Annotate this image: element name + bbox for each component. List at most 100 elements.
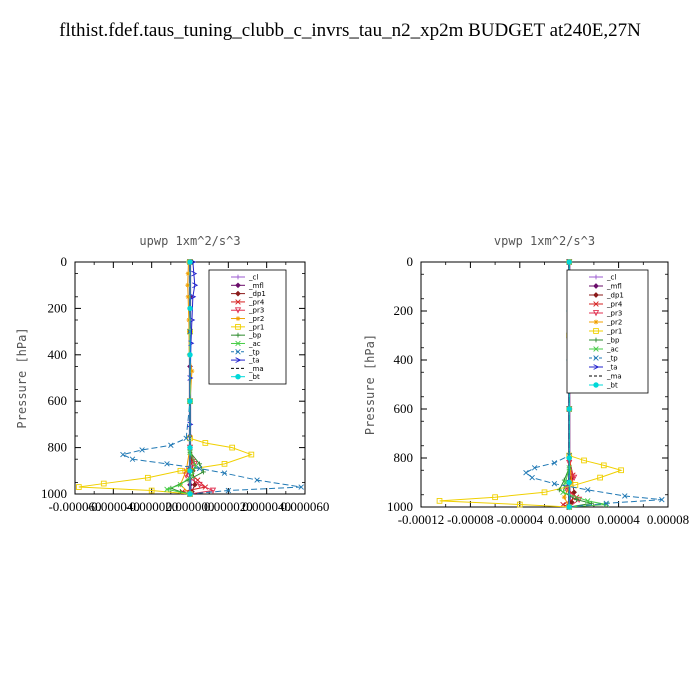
- legend-label_dp1: _dp1: [248, 290, 266, 298]
- legend-label_pr2: _pr2: [606, 319, 622, 327]
- legend-label_ma: _ma: [248, 365, 264, 373]
- legend-label_ta: _ta: [248, 357, 260, 365]
- series-point_tp: [551, 460, 558, 466]
- series-point_pr1: [492, 494, 498, 501]
- series-point_bt: [187, 259, 193, 265]
- series-point_pr3: [209, 487, 217, 494]
- legend-label_ac: _ac: [606, 346, 619, 354]
- series-point_tp: [139, 447, 145, 453]
- series-point_tp: [164, 461, 170, 467]
- series-point_tp: [529, 474, 535, 481]
- x-tick-label: 0.00000: [548, 512, 590, 527]
- x-tick-label: -0.00008: [447, 512, 494, 527]
- legend-label_mfl: _mfl: [248, 282, 264, 290]
- x-tick-label: -0.000060: [48, 499, 101, 514]
- legend-label_ma: _ma: [606, 373, 622, 381]
- legend-label_bt: _bt: [248, 373, 260, 381]
- x-tick-label: -0.000040: [87, 499, 140, 514]
- chart-title: vpwp 1xm^2/s^3: [494, 234, 595, 248]
- legend: _cl_mfl_dp1_pr4_pr3_pr2_pr1_bp_ac_tp_ta_…: [208, 269, 287, 385]
- y-tick-label: 400: [394, 352, 414, 367]
- y-tick-label: 1000: [41, 486, 67, 501]
- legend-marker_bt: [593, 382, 599, 388]
- series-point_bt: [566, 406, 572, 412]
- legend-label_bp: _bp: [606, 337, 620, 345]
- page-title: flthist.fdef.taus_tuning_clubb_c_invrs_t…: [59, 20, 641, 41]
- chart-title: upwp 1xm^2/s^3: [139, 234, 240, 248]
- legend-marker_mfl: [235, 282, 241, 289]
- legend-marker_tp: [593, 355, 599, 361]
- series-point_pr1: [229, 444, 236, 451]
- x-tick-label: 0.000060: [281, 499, 330, 514]
- legend-marker_tp: [235, 349, 241, 355]
- series-point_pr1: [597, 474, 603, 481]
- y-tick-label: 400: [48, 347, 68, 362]
- series-point_tp: [168, 442, 174, 448]
- legend-marker_pr1: [593, 328, 599, 334]
- series-point_bp: [201, 469, 206, 475]
- legend-marker_cl: [235, 274, 241, 280]
- legend-label_tp: _tp: [248, 348, 260, 356]
- series-point_pr1: [75, 484, 82, 490]
- legend-label_pr2: _pr2: [248, 315, 264, 323]
- series-point_pr1: [618, 467, 624, 474]
- series-point_bt: [187, 398, 193, 404]
- series-point_pr1: [516, 501, 523, 508]
- legend-marker_pr1: [235, 323, 241, 330]
- series-point_ta: [189, 317, 196, 323]
- series-point_pr1: [541, 489, 548, 496]
- legend-box: [566, 269, 649, 394]
- legend-label_cl: _cl: [606, 274, 616, 282]
- series-point_ac: [560, 489, 566, 496]
- series-point_bt: [187, 468, 193, 474]
- legend-marker_dp1: [235, 290, 241, 297]
- series-point_bt: [187, 352, 193, 358]
- y-tick-label: 800: [48, 440, 68, 455]
- series-point_bt: [187, 491, 193, 497]
- legend-marker_ta: [593, 364, 600, 370]
- y-tick-label: 0: [407, 254, 414, 269]
- x-tick-label: 0.000040: [242, 499, 291, 514]
- series-point_bt: [566, 504, 572, 510]
- legend-label_cl: _cl: [248, 274, 258, 282]
- y-tick-label: 1000: [387, 499, 413, 514]
- legend-marker_dp1: [593, 292, 599, 298]
- series-point_tp: [523, 469, 529, 476]
- series-point_pr2: [185, 271, 191, 276]
- series-point_tp: [196, 465, 203, 472]
- series-point_bt: [187, 305, 193, 312]
- legend-box: [208, 269, 287, 385]
- series-point_tp: [254, 477, 260, 483]
- series-point_ta: [191, 270, 198, 277]
- series-point_bp: [574, 497, 580, 503]
- series-point_tp: [183, 435, 189, 442]
- y-tick-label: 800: [394, 450, 414, 465]
- series-point_tp: [622, 493, 628, 499]
- series-point_ta: [192, 282, 199, 289]
- series-point_pr2: [186, 317, 192, 323]
- series-point_pr1: [436, 498, 443, 504]
- series-point_ac: [585, 498, 591, 504]
- series-point_tp: [120, 451, 126, 458]
- series-point_pr3: [196, 481, 203, 489]
- y-tick-label: 0: [61, 254, 68, 269]
- x-tick-label: 0.000000: [166, 499, 215, 514]
- legend-label_pr3: _pr3: [248, 307, 264, 315]
- legend-marker_pr3: [592, 310, 600, 317]
- y-tick-label: 600: [48, 393, 68, 408]
- series-point_pr2: [561, 494, 567, 500]
- y-tick-label: 600: [394, 401, 414, 416]
- series-point_pr1: [600, 462, 607, 469]
- series-point_tp: [129, 456, 136, 462]
- y-tick-label: 200: [48, 300, 68, 315]
- series-point_pr2: [189, 368, 195, 374]
- legend-marker_cl: [593, 274, 599, 280]
- series-point_pr1: [248, 451, 255, 458]
- legend-label_pr3: _pr3: [606, 310, 622, 318]
- series-point_bt: [566, 479, 572, 486]
- series-point_dp1: [191, 481, 198, 488]
- legend-marker_pr3: [234, 307, 242, 314]
- series-point_ta: [187, 421, 194, 428]
- y-tick-label: 200: [394, 303, 414, 318]
